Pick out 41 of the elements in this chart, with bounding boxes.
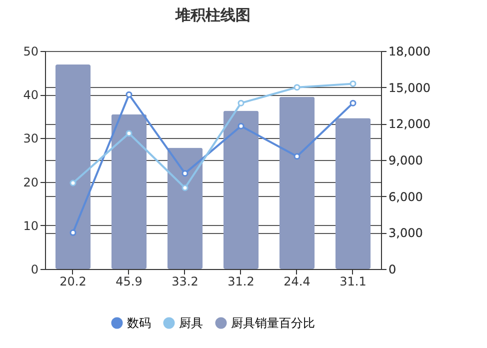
x-tick-label: 45.9	[116, 274, 142, 288]
x-tick-label: 33.2	[172, 274, 198, 288]
point	[294, 84, 300, 91]
y2-tick-label: 15,000	[388, 80, 430, 95]
y2-tick-label: 12,000	[388, 117, 430, 132]
point	[238, 100, 244, 106]
y2-tick-label: 3,000	[388, 226, 423, 240]
bar	[111, 114, 147, 269]
y-tick-label: 10	[23, 218, 38, 233]
y2-tick-label: 0	[388, 262, 396, 276]
bar	[279, 96, 315, 269]
legend-label: 数码	[127, 316, 151, 330]
y-tick-label: 40	[23, 88, 38, 102]
legend-label: 厨具销量百分比	[231, 316, 315, 330]
bar	[167, 148, 203, 269]
x-tick-label: 31.1	[340, 274, 366, 288]
point	[294, 153, 300, 160]
point	[182, 170, 188, 177]
y2-tick-label: 9,000	[388, 154, 423, 168]
y-tick-label: 20	[23, 175, 38, 190]
point	[350, 80, 356, 87]
point	[70, 180, 76, 186]
y2-tick-label: 18,000	[388, 44, 430, 58]
legend-label: 厨具	[179, 316, 203, 330]
point	[70, 229, 76, 236]
chart-title: 堆积柱线图	[174, 6, 250, 24]
y-tick-label: 50	[23, 44, 38, 58]
bar	[335, 118, 371, 269]
x-tick-label: 24.4	[284, 274, 310, 288]
y-tick-label: 0	[30, 262, 38, 276]
point	[182, 184, 188, 192]
x-tick-label: 31.2	[228, 274, 254, 288]
x-tick-label: 20.2	[60, 274, 86, 288]
bar	[223, 110, 259, 269]
point	[126, 91, 132, 98]
point	[126, 130, 132, 137]
point	[350, 100, 356, 106]
y2-tick-label: 6,000	[388, 190, 423, 204]
y-tick-label: 30	[23, 132, 38, 146]
point	[238, 122, 244, 130]
bar	[55, 64, 91, 269]
